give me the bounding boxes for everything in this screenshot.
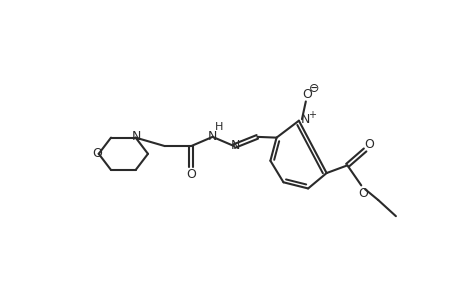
Text: O: O — [186, 168, 196, 181]
Text: N: N — [230, 139, 239, 152]
Text: ⊖: ⊖ — [308, 82, 319, 95]
Text: O: O — [358, 187, 368, 200]
Text: N: N — [207, 130, 217, 142]
Text: O: O — [92, 147, 102, 160]
Text: +: + — [308, 110, 315, 120]
Text: O: O — [302, 88, 312, 101]
Text: N: N — [301, 113, 310, 126]
Text: H: H — [214, 122, 223, 132]
Text: O: O — [363, 138, 373, 151]
Text: N: N — [131, 130, 141, 143]
